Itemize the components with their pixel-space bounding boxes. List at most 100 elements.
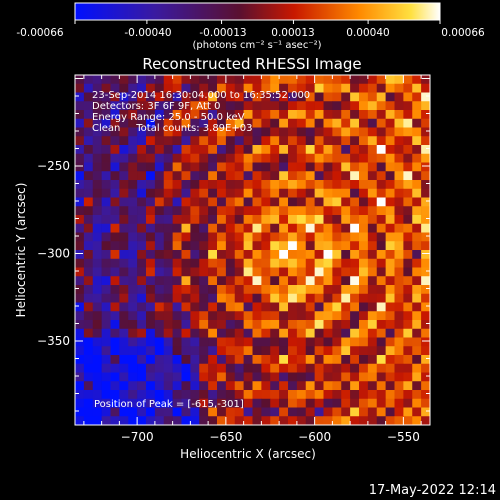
heatmap-cell bbox=[190, 180, 200, 190]
heatmap-cell bbox=[385, 223, 395, 233]
heatmap-cell bbox=[314, 337, 324, 347]
heatmap-cell bbox=[110, 180, 120, 190]
heatmap-cell bbox=[341, 407, 351, 417]
heatmap-cell bbox=[92, 206, 102, 216]
heatmap-cell bbox=[181, 223, 191, 233]
heatmap-cell bbox=[163, 285, 173, 295]
heatmap-cell bbox=[279, 188, 289, 198]
heatmap-cell bbox=[243, 372, 253, 382]
heatmap-cell bbox=[376, 215, 386, 225]
heatmap-cell bbox=[172, 180, 182, 190]
heatmap-cell bbox=[199, 398, 209, 408]
heatmap-cell bbox=[110, 127, 120, 137]
heatmap-cell bbox=[359, 223, 369, 233]
heatmap-cell bbox=[181, 328, 191, 338]
heatmap-cell bbox=[376, 355, 386, 365]
heatmap-cell bbox=[243, 276, 253, 286]
heatmap-cell bbox=[270, 215, 280, 225]
heatmap-cell bbox=[421, 293, 430, 303]
heatmap-cell bbox=[350, 215, 360, 225]
heatmap-cell bbox=[261, 328, 271, 338]
heatmap-cell bbox=[385, 110, 395, 120]
heatmap-cell bbox=[376, 337, 386, 347]
heatmap-cell bbox=[323, 136, 333, 146]
heatmap-cell bbox=[217, 390, 227, 400]
heatmap-cell bbox=[181, 398, 191, 408]
heatmap-cell bbox=[367, 328, 378, 338]
heatmap-cell bbox=[305, 136, 315, 146]
heatmap-cell bbox=[154, 215, 165, 225]
heatmap-cell bbox=[172, 407, 182, 417]
heatmap-cell bbox=[385, 328, 395, 338]
heatmap-cell bbox=[314, 276, 324, 286]
heatmap-cell bbox=[154, 206, 165, 216]
heatmap-cell bbox=[172, 232, 182, 242]
heatmap-cell bbox=[261, 75, 271, 85]
heatmap-cell bbox=[279, 171, 289, 181]
heatmap-cell bbox=[243, 250, 253, 260]
heatmap-cell bbox=[350, 398, 360, 408]
heatmap-cell bbox=[128, 372, 138, 382]
heatmap-cell bbox=[270, 188, 280, 198]
heatmap-cell bbox=[314, 83, 324, 93]
heatmap-cell bbox=[163, 398, 173, 408]
heatmap-cell bbox=[190, 153, 200, 163]
heatmap-cell bbox=[119, 75, 129, 85]
heatmap-cell bbox=[163, 381, 173, 391]
heatmap-cell bbox=[243, 337, 253, 347]
heatmap-cell bbox=[279, 223, 289, 233]
heatmap-cell bbox=[376, 390, 386, 400]
heatmap-cell bbox=[350, 267, 360, 277]
heatmap-cell bbox=[137, 118, 147, 128]
heatmap-cell bbox=[296, 101, 307, 111]
heatmap-cell bbox=[332, 92, 342, 102]
heatmap-cell bbox=[243, 171, 253, 181]
heatmap-cell bbox=[341, 302, 351, 312]
heatmap-cell bbox=[110, 258, 120, 268]
heatmap-cell bbox=[359, 302, 369, 312]
heatmap-cell bbox=[323, 363, 333, 373]
heatmap-cell bbox=[323, 407, 333, 417]
heatmap-cell bbox=[314, 258, 324, 268]
heatmap-cell bbox=[394, 136, 404, 146]
heatmap-cell bbox=[305, 258, 315, 268]
heatmap-cell bbox=[359, 337, 369, 347]
heatmap-cell bbox=[323, 258, 333, 268]
heatmap-cell bbox=[83, 337, 94, 347]
heatmap-cell bbox=[394, 416, 404, 425]
heatmap-cell bbox=[119, 188, 129, 198]
heatmap-cell bbox=[288, 355, 298, 365]
heatmap-cell bbox=[314, 118, 324, 128]
heatmap-cell bbox=[367, 293, 378, 303]
heatmap-cell bbox=[350, 206, 360, 216]
heatmap-cell bbox=[376, 285, 386, 295]
heatmap-cell bbox=[323, 197, 333, 207]
heatmap-cell bbox=[394, 302, 404, 312]
heatmap-cell bbox=[92, 346, 102, 356]
heatmap-cell bbox=[225, 136, 236, 146]
heatmap-cell bbox=[243, 145, 253, 155]
heatmap-cell bbox=[359, 276, 369, 286]
heatmap-cell bbox=[101, 302, 111, 312]
heatmap-cell bbox=[376, 171, 386, 181]
heatmap-cell bbox=[332, 346, 342, 356]
heatmap-cell bbox=[128, 241, 138, 251]
heatmap-cell bbox=[234, 381, 244, 391]
heatmap-cell bbox=[385, 302, 395, 312]
heatmap-cell bbox=[75, 101, 85, 111]
heatmap-cell bbox=[385, 346, 395, 356]
heatmap-cell bbox=[376, 276, 386, 286]
heatmap-cell bbox=[367, 101, 378, 111]
heatmap-cell bbox=[367, 206, 378, 216]
heatmap-cell bbox=[181, 83, 191, 93]
heatmap-cell bbox=[270, 285, 280, 295]
heatmap-cell bbox=[217, 258, 227, 268]
heatmap-cell bbox=[217, 337, 227, 347]
heatmap-cell bbox=[305, 127, 315, 137]
heatmap-cell bbox=[225, 75, 236, 85]
heatmap-cell bbox=[296, 320, 307, 330]
heatmap-cell bbox=[323, 171, 333, 181]
heatmap-cell bbox=[421, 197, 430, 207]
heatmap-cell bbox=[314, 188, 324, 198]
heatmap-cell bbox=[412, 118, 422, 128]
